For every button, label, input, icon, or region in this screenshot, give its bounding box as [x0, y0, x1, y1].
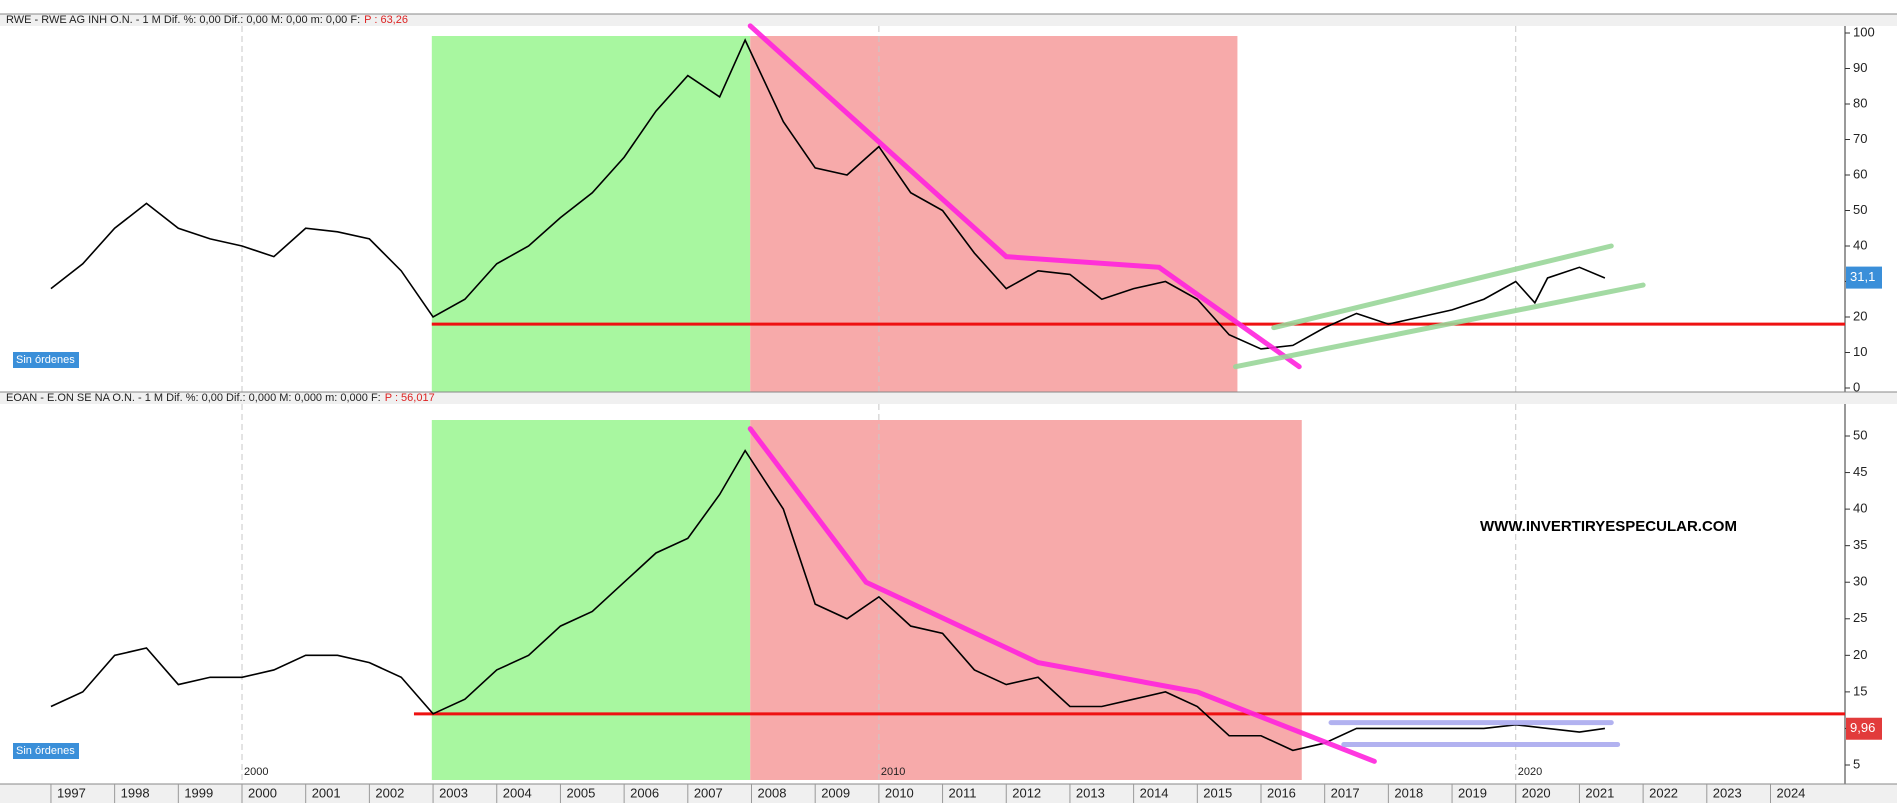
y-tick-label: 20	[1853, 647, 1867, 662]
shaded-region	[750, 36, 1238, 392]
price-line	[50, 449, 1606, 752]
last-price-tag	[1846, 266, 1882, 289]
x-tick-label: 2003	[439, 785, 468, 800]
y-tick-label: 100	[1853, 24, 1875, 39]
watermark: WWW.INVERTIRYESPECULAR.COM	[1480, 518, 1737, 535]
badge	[13, 352, 79, 368]
x-tick-label: 2018	[1394, 785, 1423, 800]
shaded-region	[431, 36, 751, 392]
x-tick-label: 2021	[1585, 785, 1614, 800]
badge-text: Sin órdenes	[16, 354, 75, 366]
panel-header-text: RWE - RWE AG INH O.N. - 1 M Dif. %: 0,00…	[6, 14, 360, 26]
x-tick-label: 2020	[1522, 785, 1551, 800]
y-tick-label: 40	[1853, 501, 1867, 516]
panel-header	[0, 392, 1897, 404]
y-tick-label: 35	[1853, 537, 1867, 552]
x-tick-label: 2014	[1140, 785, 1169, 800]
x-tick-label: 2004	[503, 785, 532, 800]
panel-header-text: EOAN - E.ON SE NA O.N. - 1 M Dif. %: 0,0…	[6, 392, 381, 404]
y-tick-label: 70	[1853, 131, 1867, 146]
x-tick-label: 2024	[1776, 785, 1805, 800]
badge-text: Sin órdenes	[16, 745, 75, 757]
x-tick-label: 1998	[121, 785, 150, 800]
x-tick-label: 2005	[566, 785, 595, 800]
trend-line	[1271, 243, 1614, 331]
badge	[13, 743, 79, 759]
x-tick-label: 2006	[630, 785, 659, 800]
shaded-region	[431, 420, 751, 780]
y-tick-label: 0	[1853, 379, 1860, 394]
x-tick-label: 2016	[1267, 785, 1296, 800]
x-tick-label: 2007	[694, 785, 723, 800]
x-tick-label: 1999	[184, 785, 213, 800]
trend-line	[747, 426, 1377, 764]
trend-line	[747, 23, 1302, 370]
y-tick-label: 90	[1853, 60, 1867, 75]
decade-label: 2000	[244, 766, 268, 778]
y-tick-label: 5	[1853, 756, 1860, 771]
x-tick-label: 2019	[1458, 785, 1487, 800]
y-tick-label: 20	[1853, 308, 1867, 323]
panel-header	[0, 14, 1897, 26]
shaded-region	[750, 420, 1302, 780]
x-tick-label: 2011	[949, 785, 977, 800]
trend-line	[1233, 282, 1646, 370]
x-tick-label: 2010	[885, 785, 914, 800]
y-tick-label: 80	[1853, 95, 1867, 110]
x-tick-label: 2012	[1012, 785, 1041, 800]
last-price-tag	[1846, 717, 1882, 740]
x-tick-label: 2002	[375, 785, 404, 800]
decade-label: 2020	[1518, 766, 1542, 778]
price-text: P : 56,017	[385, 392, 435, 404]
price-line	[50, 38, 1606, 350]
x-tick-label: 2001	[312, 785, 341, 800]
x-axis-bar	[0, 784, 1897, 803]
x-tick-label: 2015	[1203, 785, 1232, 800]
x-tick-label: 2017	[1331, 785, 1360, 800]
last-price-label: 31,1	[1850, 269, 1875, 284]
x-tick-label: 2013	[1076, 785, 1105, 800]
x-tick-label: 2022	[1649, 785, 1678, 800]
y-tick-label: 25	[1853, 610, 1867, 625]
y-tick-label: 50	[1853, 427, 1867, 442]
last-price-label: 9,96	[1850, 720, 1875, 735]
decade-label: 2010	[881, 766, 905, 778]
y-tick-label: 10	[1853, 344, 1867, 359]
x-tick-label: 2000	[248, 785, 277, 800]
y-tick-label: 30	[1853, 574, 1867, 589]
x-tick-label: 1997	[57, 785, 86, 800]
x-tick-label: 2023	[1713, 785, 1742, 800]
y-tick-label: 45	[1853, 464, 1867, 479]
x-tick-label: 2009	[821, 785, 850, 800]
x-tick-label: 2008	[758, 785, 787, 800]
y-tick-label: 50	[1853, 202, 1867, 217]
price-text: P : 63,26	[364, 14, 408, 26]
y-tick-label: 60	[1853, 166, 1867, 181]
y-tick-label: 15	[1853, 683, 1867, 698]
y-tick-label: 40	[1853, 237, 1867, 252]
